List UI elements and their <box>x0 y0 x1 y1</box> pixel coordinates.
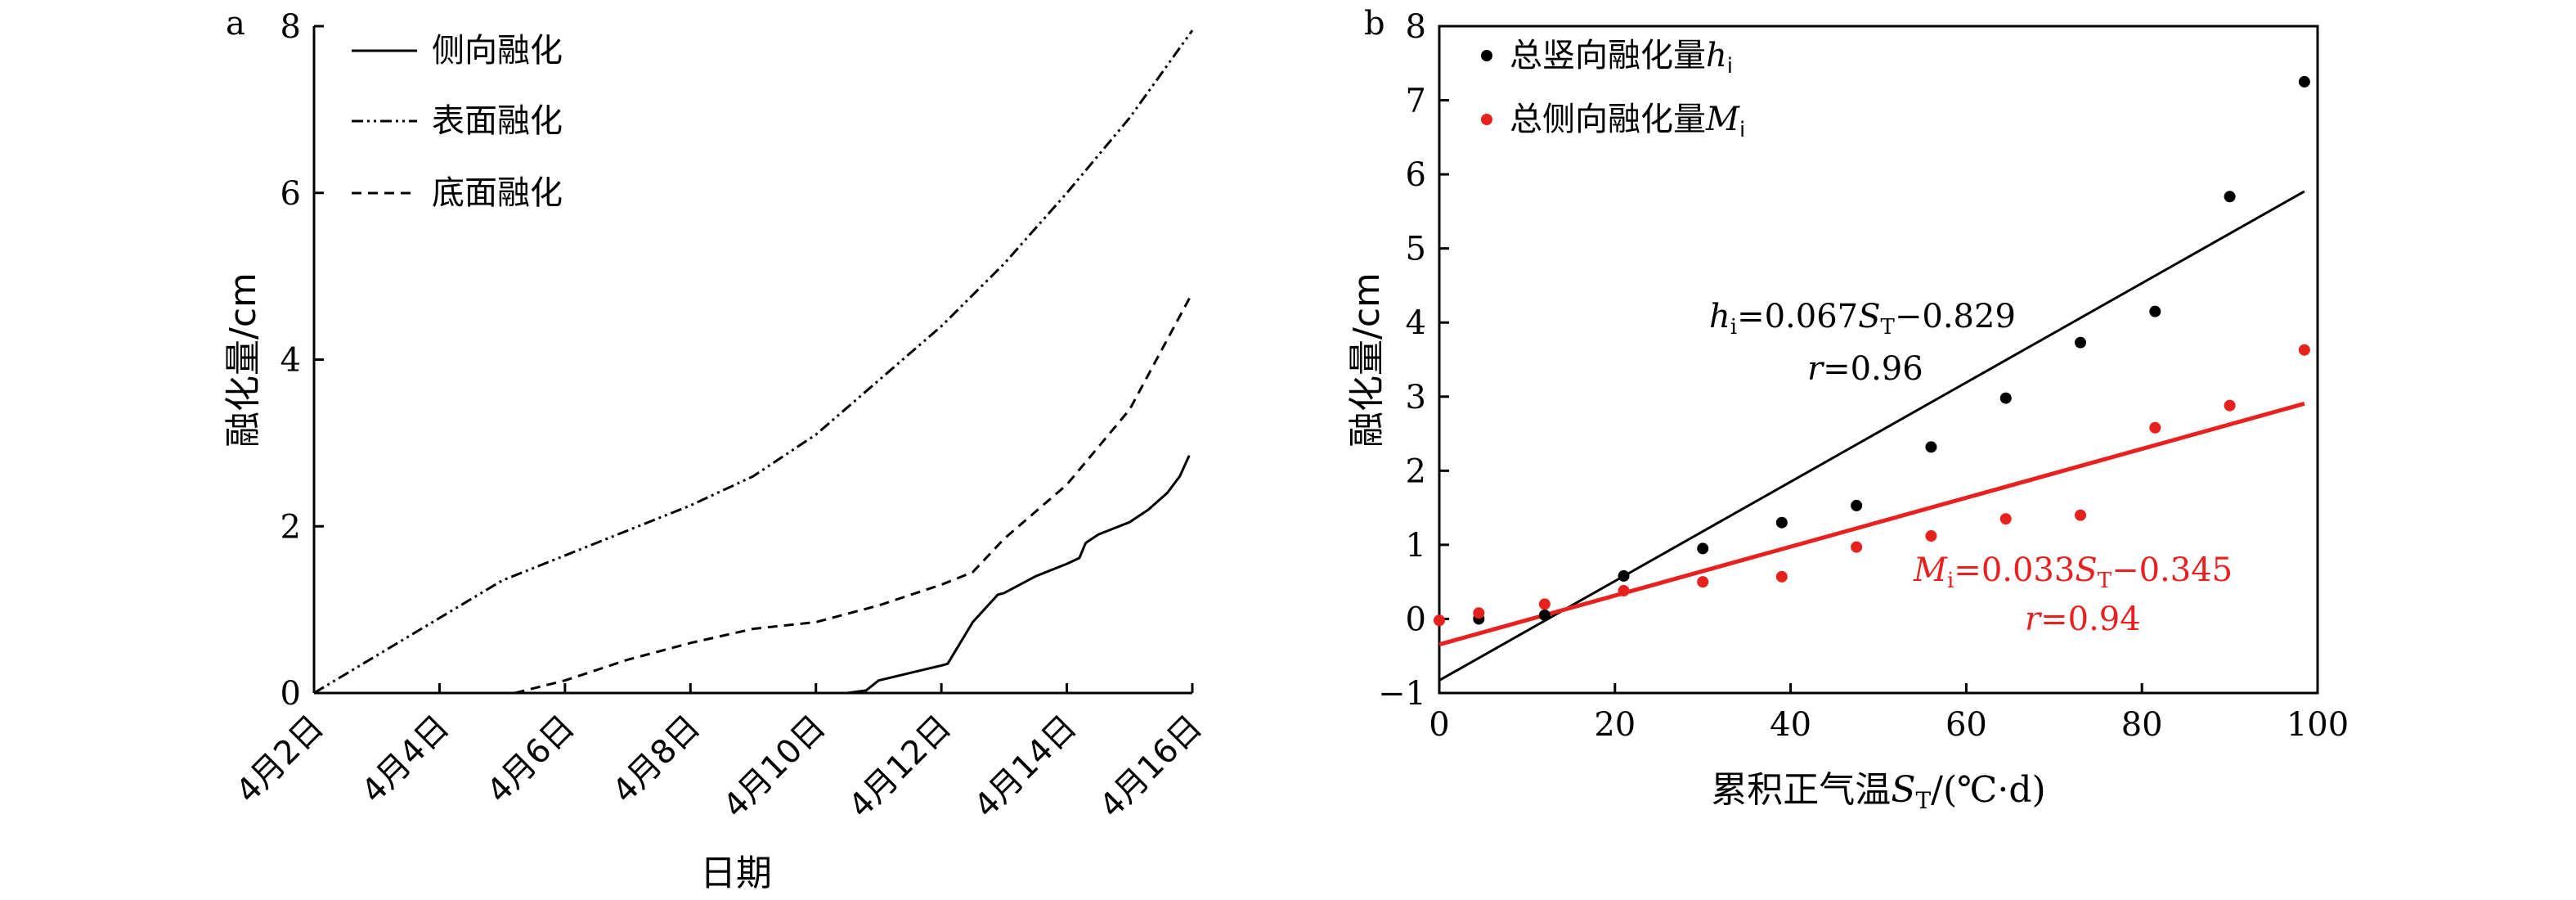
legend-label-lateral-total: 总侧向融化量Mi <box>1510 101 1745 142</box>
panel-b-point-0 <box>1697 542 1709 555</box>
panel-b-x-tick-label: 80 <box>2121 706 2163 744</box>
panel-a-y-tick-label: 2 <box>280 508 301 546</box>
fit-r-lateral: r=0.94 <box>2025 601 2141 638</box>
panel-b-y-tick-label: 6 <box>1406 156 1426 194</box>
panel-b-y-tick-label: 4 <box>1406 304 1426 342</box>
panel-b-y-tick-label: 1 <box>1406 527 1426 565</box>
fit-annotation-vertical: hi=0.067ST−0.829 r=0.96 <box>1709 298 2016 388</box>
panel-a-x-tick-label: 4月4日 <box>354 709 456 811</box>
panel-a-x-tick-label: 4月10日 <box>716 709 833 826</box>
panel-a-y-tick-label: 4 <box>280 342 301 380</box>
panel-b-point-1 <box>1999 513 2012 525</box>
panel-b-point-0 <box>1538 609 1551 621</box>
panel-a-x-tick-label: 4月12日 <box>841 709 958 826</box>
fit-equation-lateral: Mi=0.033ST−0.345 <box>1913 551 2233 593</box>
panel-b-points <box>1434 75 2310 627</box>
panel-b-y-tick-label: 2 <box>1406 452 1426 490</box>
panel-b-fit-line-0 <box>1438 190 2305 682</box>
panel-a-series-line-2 <box>514 292 1194 695</box>
legend-label-bottom: 底面融化 <box>432 174 563 212</box>
panel-b-point-1 <box>1775 570 1788 583</box>
panel-b-y-tick-label: 7 <box>1406 83 1426 120</box>
panel-b-point-0 <box>2224 191 2236 203</box>
panel-a-series-line-0 <box>314 455 1191 695</box>
panel-a-x-axis-title: 日期 <box>700 853 772 894</box>
panel-b-point-0 <box>1851 499 1863 511</box>
panel-b-x-tick-label: 100 <box>2287 706 2349 744</box>
panel-a-legend: 侧向融化 表面融化 底面融化 <box>352 32 563 212</box>
panel-b-point-1 <box>1697 576 1709 588</box>
panel-b-y-axis-title: 融化量/cm <box>1346 272 1388 448</box>
panel-b-y-tick-label: 0 <box>1406 601 1426 638</box>
panel-b-legend: 总竖向融化量hi 总侧向融化量Mi <box>1481 37 1745 142</box>
legend-marker-lateral-total <box>1481 114 1492 125</box>
legend-label-vertical: 总竖向融化量hi <box>1510 37 1733 79</box>
panel-b-point-0 <box>1925 441 1937 453</box>
panel-b-x-axis-title: 累积正气温ST/(℃·d) <box>1711 769 2045 814</box>
legend-marker-vertical <box>1481 50 1492 61</box>
panel-b-point-1 <box>2298 344 2310 356</box>
panel-a-y-tick-label: 8 <box>280 8 301 46</box>
panel-a-label: a <box>226 5 245 43</box>
fit-r-vertical: r=0.96 <box>1807 350 1923 388</box>
panel-b-label: b <box>1364 5 1385 43</box>
panel-b-point-1 <box>1618 585 1630 597</box>
panel-b-plot-frame <box>1438 25 2319 695</box>
legend-label-lateral: 侧向融化 <box>432 32 563 70</box>
panel-b-point-0 <box>2075 336 2087 349</box>
panel-b-point-1 <box>2224 399 2236 412</box>
panel-b-point-1 <box>1925 530 1937 542</box>
panel-a-x-tick-label: 4月6日 <box>480 709 582 811</box>
panel-b-point-1 <box>1473 607 1485 619</box>
panel-a-x-tick-label: 4月14日 <box>967 709 1084 826</box>
panel-b-y-tick-label: 3 <box>1406 379 1426 416</box>
panel-b-y-tick-label: 5 <box>1406 231 1426 268</box>
panel-a-y-tick-label: 6 <box>280 175 301 213</box>
panel-b-x-tick-label: 60 <box>1945 706 1987 744</box>
fit-equation-vertical: hi=0.067ST−0.829 <box>1709 298 2016 340</box>
panel-b-point-1 <box>2149 421 2161 434</box>
legend-label-surface: 表面融化 <box>432 102 563 140</box>
panel-b-x-tick-label: 40 <box>1770 706 1811 744</box>
panel-b-point-0 <box>1999 392 2012 404</box>
panel-a-x-tick-label: 4月16日 <box>1093 709 1209 826</box>
panel-b-fit-line-1 <box>1438 401 2305 647</box>
panel-a-x-tick-label: 4月8日 <box>605 709 707 811</box>
panel-b-point-0 <box>1618 569 1630 582</box>
panel-b-point-0 <box>1775 516 1788 529</box>
panel-a: a 0 2 4 6 8 4月2日 4月4日 4月6日 4月8日 4月10日 4月12日 4月14日 4… <box>222 5 1209 894</box>
panel-b-x-tick-label: 20 <box>1594 706 1636 744</box>
panel-b-point-1 <box>1538 598 1551 610</box>
panel-b-y-tick-label: 8 <box>1406 8 1426 46</box>
panel-b-point-0 <box>2149 305 2161 317</box>
panel-b-fit-lines <box>1438 190 2305 682</box>
panel-b-point-1 <box>1434 614 1445 627</box>
fit-annotation-lateral: Mi=0.033ST−0.345 r=0.94 <box>1913 551 2233 638</box>
panel-a-x-tick-label: 4月2日 <box>229 709 331 811</box>
panel-b-x-tick-label: 0 <box>1429 706 1449 744</box>
panel-a-series-line-1 <box>313 29 1194 695</box>
panel-b-y-tick-label: −1 <box>1378 675 1426 713</box>
panel-b-point-0 <box>2298 75 2310 88</box>
panel-a-series-group <box>313 29 1194 695</box>
panel-b-point-1 <box>1851 541 1863 553</box>
panel-a-y-tick-label: 0 <box>280 675 301 713</box>
panel-a-y-axis-title: 融化量/cm <box>222 272 264 448</box>
panel-b-point-1 <box>2075 509 2087 521</box>
